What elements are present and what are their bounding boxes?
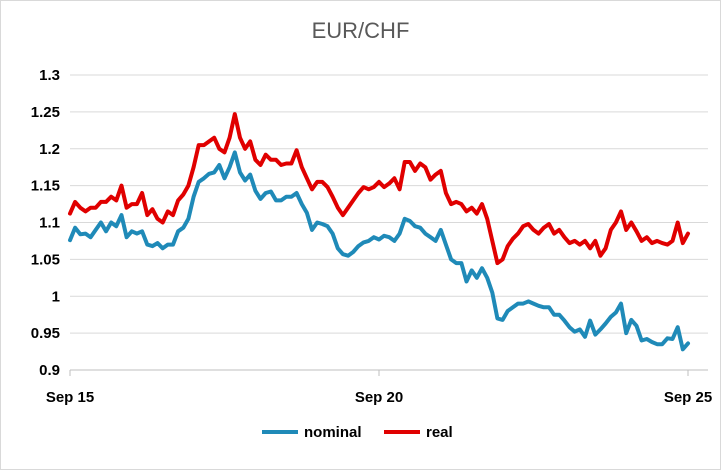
chart-title: EUR/CHF <box>311 18 410 43</box>
y-tick-label: 1 <box>52 288 60 305</box>
series-line-real <box>68 112 690 266</box>
series-line-nominal <box>68 150 690 352</box>
y-tick-label: 1.05 <box>31 251 60 268</box>
y-tick-label: 0.9 <box>39 362 60 379</box>
y-tick-label: 1.2 <box>39 141 60 158</box>
x-tick-label: Sep 15 <box>46 389 94 406</box>
x-tick-label: Sep 20 <box>355 389 403 406</box>
legend-label-nominal: nominal <box>304 424 362 441</box>
legend-label-real: real <box>426 424 453 441</box>
y-tick-label: 0.95 <box>31 325 60 342</box>
y-tick-label: 1.3 <box>39 67 60 84</box>
y-tick-label: 1.25 <box>31 104 60 121</box>
y-tick-label: 1.1 <box>39 215 60 232</box>
x-tick-label: Sep 25 <box>664 389 712 406</box>
y-tick-label: 1.15 <box>31 178 60 195</box>
